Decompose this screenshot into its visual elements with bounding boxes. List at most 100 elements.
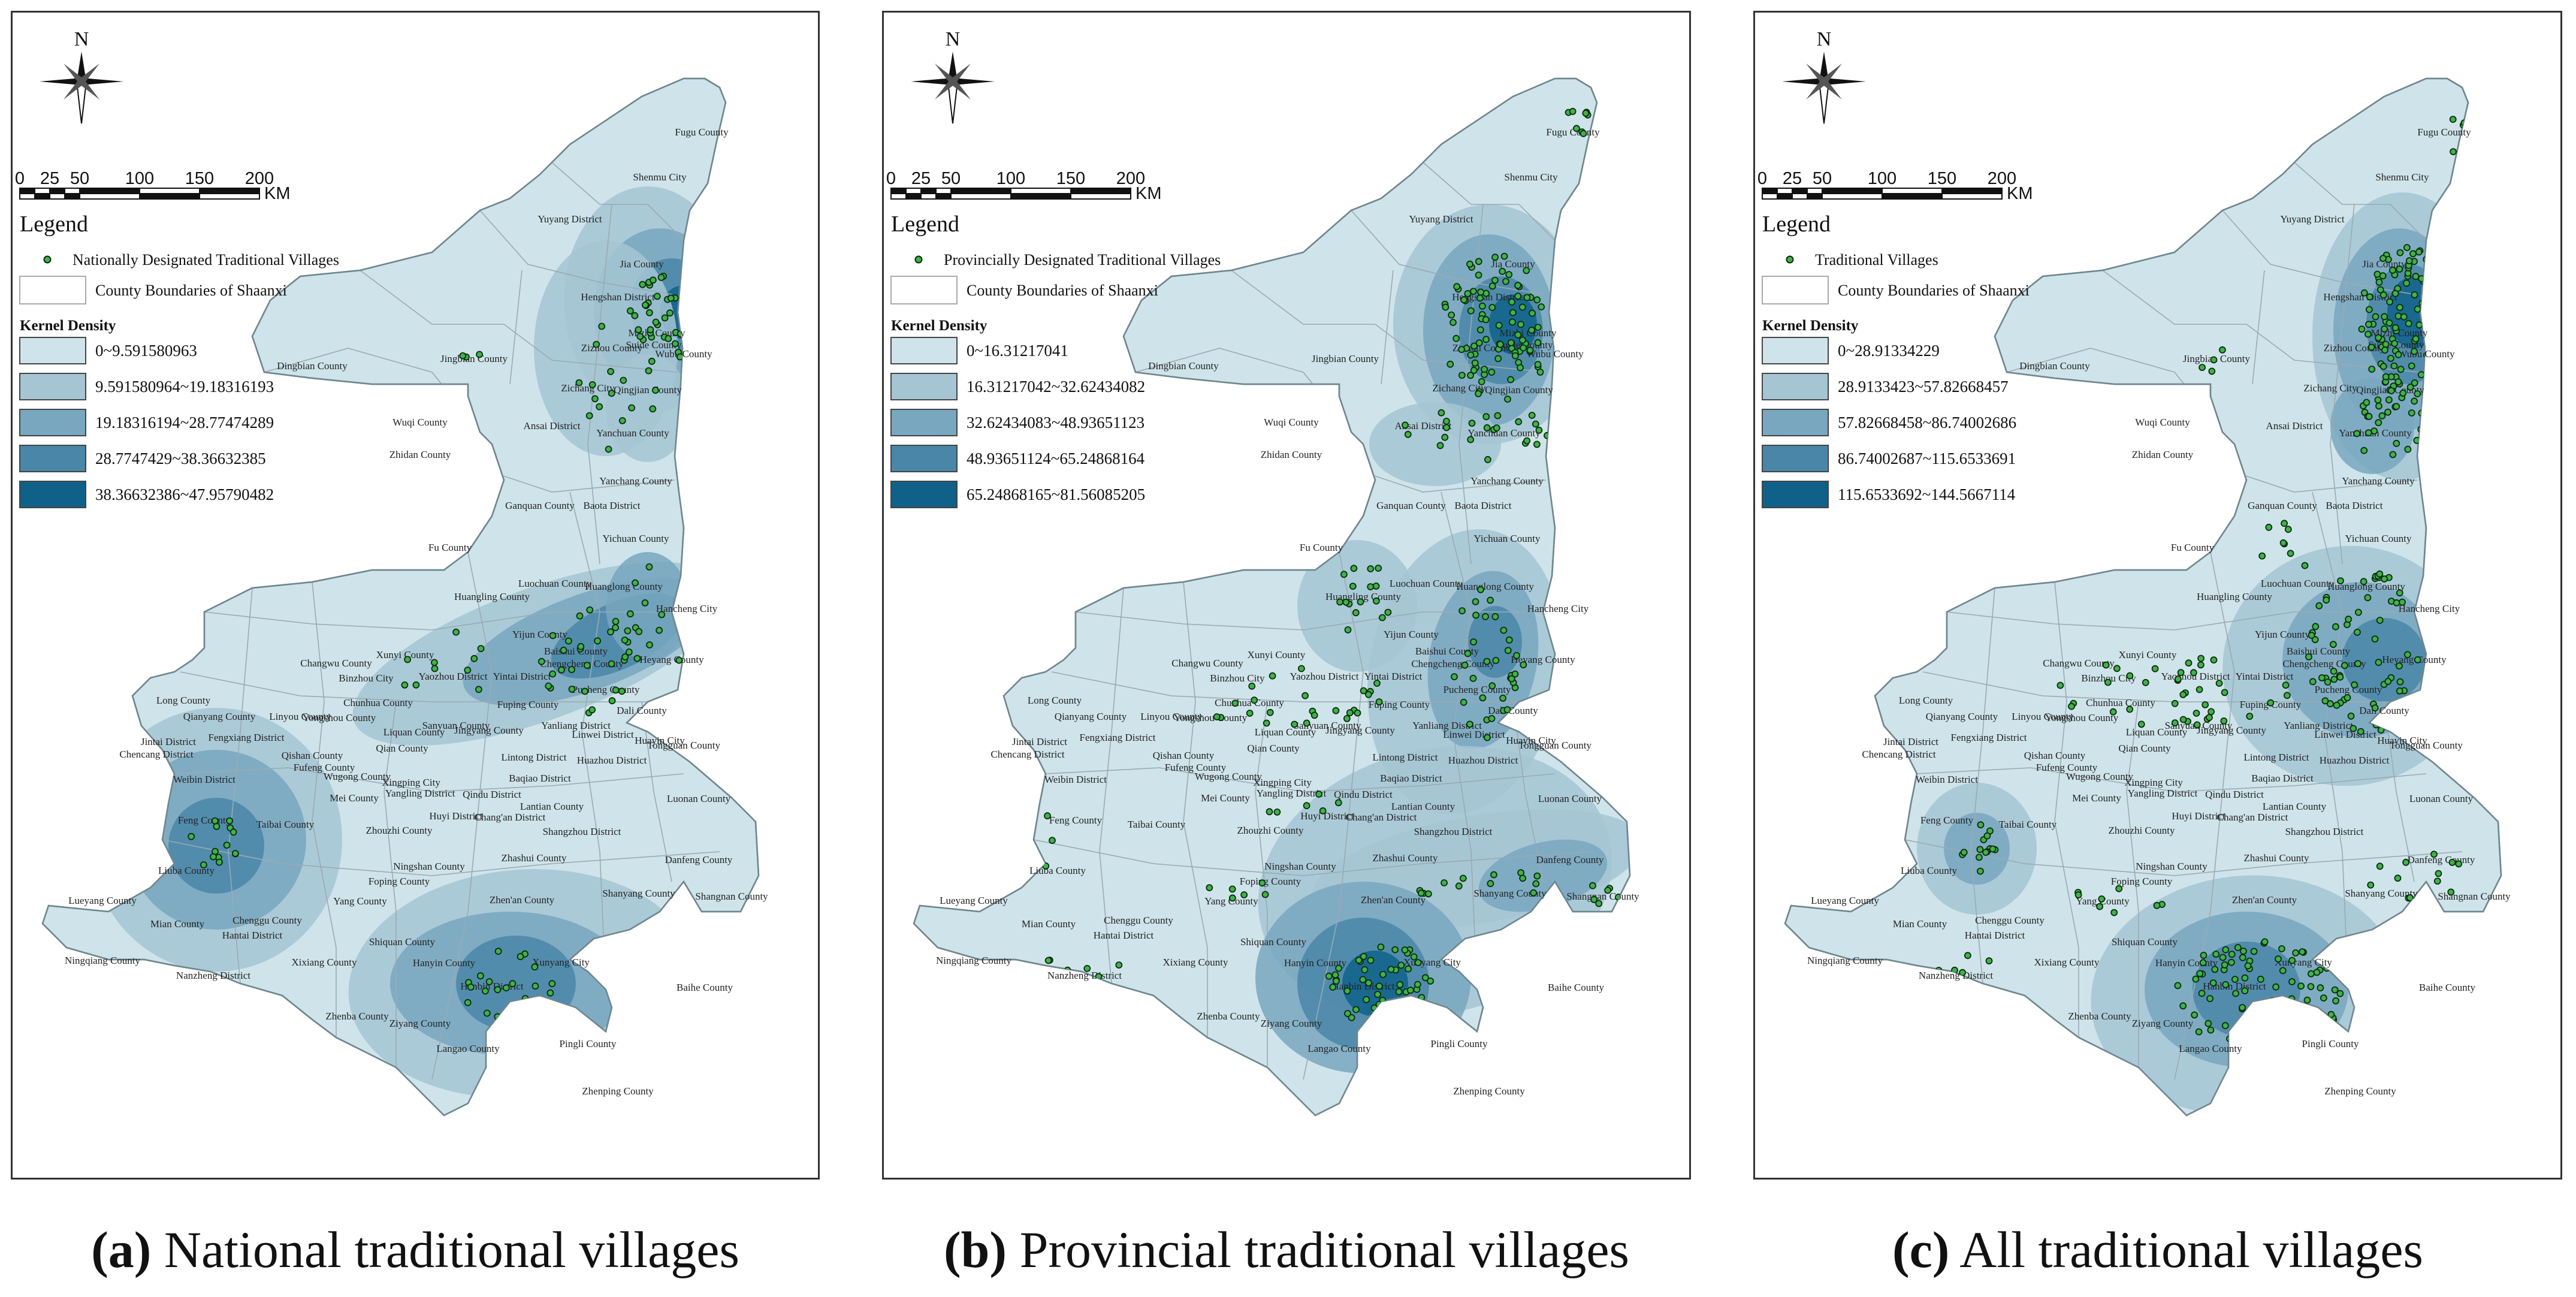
village-point — [1483, 657, 1491, 665]
village-point — [645, 563, 653, 571]
scale-bar-segment — [1777, 193, 1793, 200]
village-point — [1344, 626, 1352, 634]
village-point — [2375, 334, 2382, 342]
village-point — [2206, 714, 2213, 721]
village-point — [1505, 271, 1513, 279]
place-label: Zhenba County — [2068, 1011, 2131, 1022]
scale-bar-segment — [19, 188, 35, 194]
village-point — [591, 395, 599, 403]
village-point — [1977, 821, 1985, 829]
scale-tick-label: 0 — [886, 169, 896, 188]
place-label: Lintong District — [1372, 752, 1438, 763]
kd-swatch-5 — [890, 481, 958, 508]
place-label: Xingping City — [1253, 777, 1312, 788]
north-arrow-diag2 — [935, 64, 971, 99]
village-point — [2368, 366, 2376, 373]
place-label: Zhouzhi County — [2109, 825, 2175, 836]
place-label: Qishan County — [1153, 750, 1215, 761]
village-point — [1303, 719, 1310, 727]
village-point — [1446, 360, 1454, 368]
village-point — [627, 307, 634, 315]
place-label: Qindu District — [1334, 789, 1393, 800]
legend-title: Legend — [891, 212, 959, 237]
place-label: Zhenping County — [582, 1085, 654, 1097]
village-point — [1365, 690, 1372, 698]
village-point — [401, 681, 409, 689]
kd-swatch-2 — [1762, 373, 1829, 400]
village-point — [2239, 1004, 2246, 1011]
place-label: Jingbian County — [440, 353, 508, 364]
village-point — [2394, 378, 2402, 385]
village-point — [658, 611, 666, 619]
village-point — [1482, 613, 1489, 620]
village-point — [1228, 885, 1236, 893]
village-point — [470, 654, 478, 662]
village-point — [2374, 396, 2382, 404]
place-label: Binzhou City — [2081, 672, 2136, 684]
place-label: Yijun County — [1384, 629, 1439, 640]
village-point — [695, 278, 702, 286]
scale-bar-segment — [1762, 193, 1778, 200]
village-point — [575, 379, 583, 387]
village-point — [1332, 707, 1340, 714]
village-point — [2444, 319, 2451, 327]
village-point — [1460, 698, 1467, 706]
village-point — [2389, 266, 2396, 274]
village-point — [2441, 360, 2448, 368]
village-point — [2068, 702, 2075, 710]
village-point — [1529, 309, 1536, 317]
place-label: Xixiang County — [291, 957, 357, 968]
village-point — [2447, 888, 2455, 896]
place-label: Tongguan County — [1518, 740, 1592, 751]
north-label: N — [946, 28, 961, 50]
village-point — [1343, 715, 1351, 722]
village-point — [2344, 694, 2351, 701]
scale-bar-segment — [64, 193, 80, 200]
county-boundary-line — [383, 701, 397, 1067]
caption-letter-b: (b) — [943, 1221, 1007, 1278]
village-point — [1976, 867, 1984, 875]
village-point — [2417, 426, 2425, 433]
village-point — [588, 381, 596, 388]
village-point — [2445, 295, 2452, 303]
scale-bar-segment — [935, 193, 952, 200]
village-point — [1523, 437, 1531, 445]
province-outline — [1784, 77, 2502, 1117]
village-point — [2391, 324, 2399, 331]
village-point — [2365, 412, 2373, 420]
scale-bar-segment — [1822, 193, 1883, 200]
village-point — [642, 301, 649, 309]
village-point — [1573, 125, 1580, 132]
village-point — [1511, 670, 1519, 678]
county-boundary-line — [180, 671, 672, 702]
village-point — [1470, 342, 1478, 350]
place-label: Yanchuan County — [1467, 427, 1541, 439]
village-point — [1367, 565, 1375, 572]
village-point — [2185, 659, 2193, 667]
place-label: Baihe County — [2419, 982, 2475, 993]
place-label: Huangling County — [2197, 591, 2273, 602]
village-point — [657, 273, 665, 281]
village-point — [1455, 882, 1463, 890]
village-point — [1487, 596, 1494, 604]
scale-tick-label: 50 — [941, 169, 961, 188]
place-label: Heyang County — [1511, 654, 1575, 665]
village-point — [1960, 849, 1968, 856]
scale-bar-segment — [1941, 188, 2003, 194]
village-point — [1492, 657, 1500, 664]
village-point — [1514, 282, 1521, 289]
village-point — [2427, 359, 2435, 366]
village-point — [1440, 879, 1448, 886]
village-point — [586, 606, 594, 614]
village-point — [2414, 656, 2421, 663]
village-point — [1329, 984, 1337, 991]
village-point — [1240, 891, 1248, 898]
village-point — [1488, 715, 1496, 722]
village-point — [2315, 602, 2323, 610]
village-point — [2450, 331, 2457, 338]
county-boundary-line — [1231, 270, 1550, 373]
village-point — [477, 645, 485, 652]
village-point — [649, 405, 657, 413]
village-point — [1533, 441, 1541, 448]
place-label: Ningqiang County — [936, 955, 1012, 966]
